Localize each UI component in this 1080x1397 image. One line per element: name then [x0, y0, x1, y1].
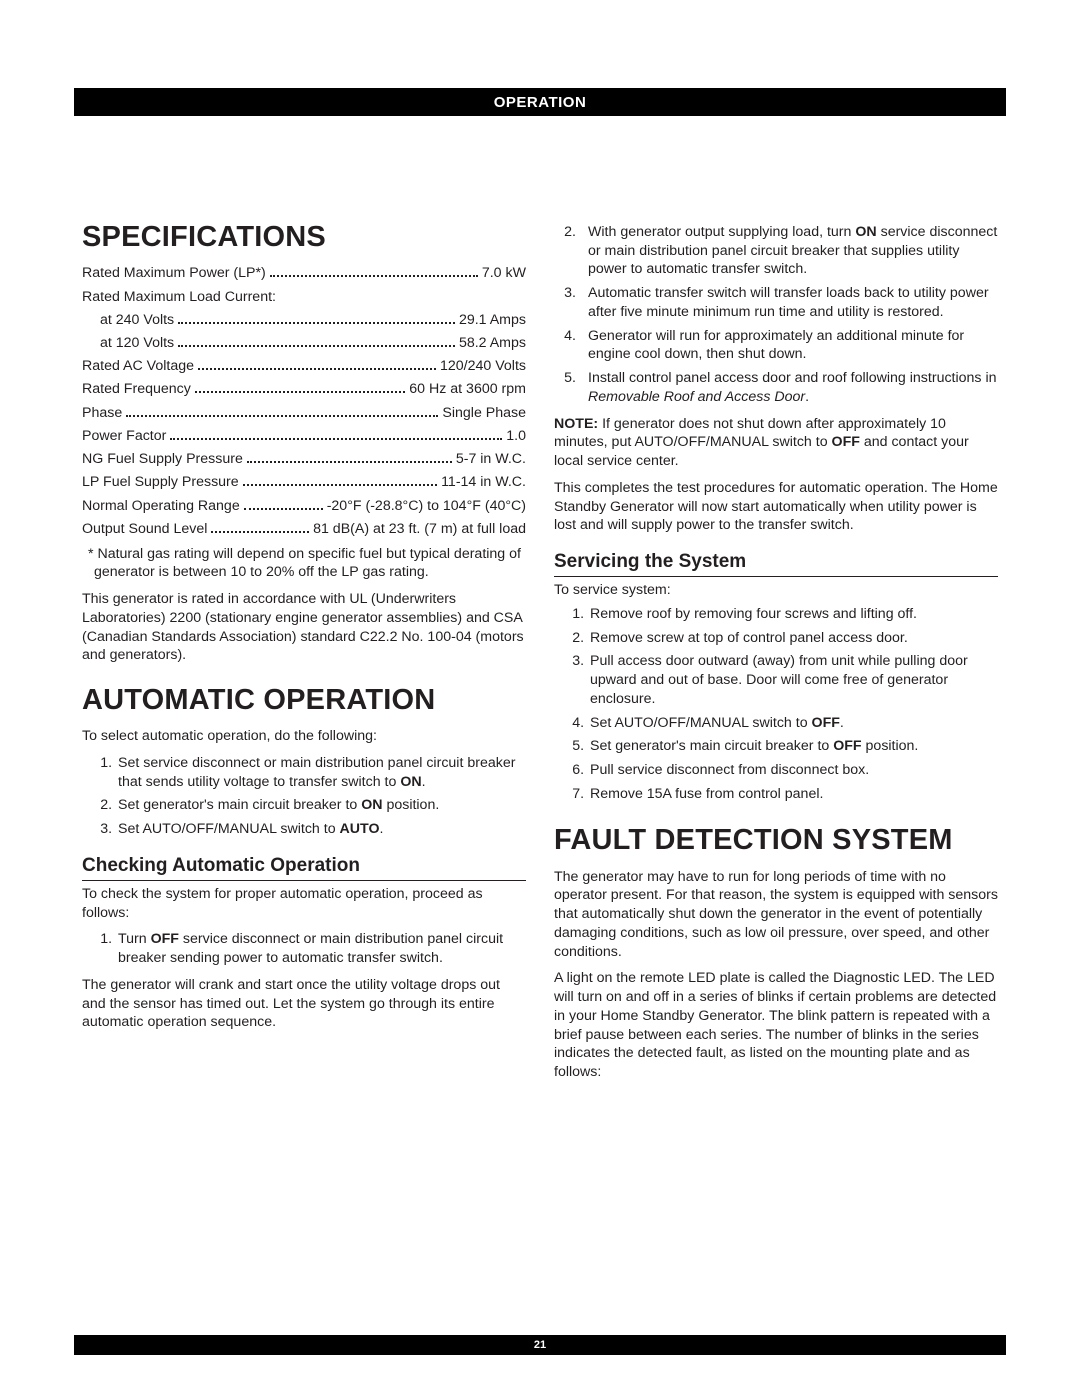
list-item: 3.Automatic transfer switch will transfe…	[554, 284, 998, 321]
note-paragraph: NOTE: If generator does not shut down af…	[554, 415, 998, 471]
spec-value: 7.0 kW	[482, 264, 526, 283]
list-item: Pull service disconnect from disconnect …	[588, 761, 998, 780]
servicing-heading: Servicing the System	[554, 549, 998, 577]
spec-label: Rated Frequency	[82, 380, 191, 399]
servicing-steps: Remove roof by removing four screws and …	[554, 605, 998, 804]
spec-row: Output Sound Level 81 dB(A) at 23 ft. (7 …	[82, 520, 526, 539]
spec-value: 29.1 Amps	[459, 311, 526, 330]
spec-row: Phase Single Phase	[82, 404, 526, 423]
spec-label: at 120 Volts	[100, 334, 174, 353]
spec-row: Rated Maximum Power (LP*) 7.0 kW	[82, 264, 526, 283]
check-auto-steps: Turn OFF service disconnect or main dist…	[82, 930, 526, 967]
closing-paragraph: This completes the test procedures for a…	[554, 479, 998, 535]
auto-op-heading: AUTOMATIC OPERATION	[82, 681, 526, 719]
list-item: Set AUTO/OFF/MANUAL switch to AUTO.	[116, 820, 526, 839]
spec-row: NG Fuel Supply Pressure 5-7 in W.C.	[82, 450, 526, 469]
dot-leader	[170, 438, 502, 440]
spec-list-load: at 240 Volts 29.1 Amps at 120 Volts 58.2 Am…	[82, 311, 526, 353]
spec-value: 120/240 Volts	[440, 357, 526, 376]
header-title: OPERATION	[494, 94, 587, 111]
spec-label: Normal Operating Range	[82, 497, 240, 516]
header-bar: OPERATION	[74, 88, 1006, 116]
auto-op-intro: To select automatic operation, do the fo…	[82, 727, 526, 746]
page-number: 21	[534, 1339, 546, 1351]
list-item: Remove roof by removing four screws and …	[588, 605, 998, 624]
footer-bar: 21	[74, 1335, 1006, 1355]
spec-label: Output Sound Level	[82, 520, 207, 539]
spec-compliance: This generator is rated in accordance wi…	[82, 590, 526, 665]
right-column: 2.With generator output supplying load, …	[554, 218, 998, 1313]
list-item: 5.Install control panel access door and …	[554, 369, 998, 406]
spec-row: Rated Frequency 60 Hz at 3600 rpm	[82, 380, 526, 399]
spec-label: at 240 Volts	[100, 311, 174, 330]
spec-list-more: Rated AC Voltage 120/240 Volts Rated Frequ…	[82, 357, 526, 538]
dot-leader	[198, 368, 436, 370]
spec-value: 5-7 in W.C.	[456, 450, 526, 469]
list-item: Set generator's main circuit breaker to …	[116, 796, 526, 815]
spec-list-top: Rated Maximum Power (LP*) 7.0 kW	[82, 264, 526, 283]
specifications-heading: SPECIFICATIONS	[82, 218, 526, 256]
spec-value: 60 Hz at 3600 rpm	[409, 380, 526, 399]
dot-leader	[195, 391, 405, 393]
spec-label: Rated Maximum Power (LP*)	[82, 264, 266, 283]
page: OPERATION SPECIFICATIONS Rated Maximum P…	[0, 0, 1080, 1397]
servicing-intro: To service system:	[554, 581, 998, 600]
spec-label: NG Fuel Supply Pressure	[82, 450, 243, 469]
spec-value: 81 dB(A) at 23 ft. (7 m) at full load	[313, 520, 526, 539]
fault-p2: A light on the remote LED plate is calle…	[554, 969, 998, 1081]
spec-row: LP Fuel Supply Pressure 11-14 in W.C.	[82, 473, 526, 492]
spec-value: Single Phase	[442, 404, 526, 423]
list-item: Set AUTO/OFF/MANUAL switch to OFF.	[588, 714, 998, 733]
fault-heading: FAULT DETECTION SYSTEM	[554, 821, 998, 859]
spec-label: Rated AC Voltage	[82, 357, 194, 376]
check-auto-heading: Checking Automatic Operation	[82, 853, 526, 881]
check-auto-steps-continued: 2.With generator output supplying load, …	[554, 223, 998, 407]
auto-op-steps: Set service disconnect or main distribut…	[82, 754, 526, 839]
list-item: 4.Generator will run for approximately a…	[554, 327, 998, 364]
check-auto-para: The generator will crank and start once …	[82, 976, 526, 1032]
list-item: Remove screw at top of control panel acc…	[588, 629, 998, 648]
dot-leader	[178, 322, 455, 324]
list-item: 2.With generator output supplying load, …	[554, 223, 998, 279]
dot-leader	[244, 508, 323, 510]
spec-row: Rated AC Voltage 120/240 Volts	[82, 357, 526, 376]
dot-leader	[247, 461, 452, 463]
spec-load-current-header: Rated Maximum Load Current:	[82, 288, 526, 307]
spec-row: at 120 Volts 58.2 Amps	[82, 334, 526, 353]
spec-footnote: * Natural gas rating will depend on spec…	[88, 545, 526, 582]
dot-leader	[243, 484, 437, 486]
spec-label: Power Factor	[82, 427, 166, 446]
fault-p1: The generator may have to run for long p…	[554, 868, 998, 962]
spec-value: 58.2 Amps	[459, 334, 526, 353]
spec-value: 1.0	[506, 427, 526, 446]
spec-label: Phase	[82, 404, 122, 423]
list-item: Set generator's main circuit breaker to …	[588, 737, 998, 756]
spec-value: 11-14 in W.C.	[441, 473, 526, 492]
spec-label: LP Fuel Supply Pressure	[82, 473, 239, 492]
spec-row: Power Factor 1.0	[82, 427, 526, 446]
check-auto-intro: To check the system for proper automatic…	[82, 885, 526, 922]
list-item: Set service disconnect or main distribut…	[116, 754, 526, 791]
spec-row: Normal Operating Range -20°F (-28.8°C) to…	[82, 497, 526, 516]
list-item: Pull access door outward (away) from uni…	[588, 652, 998, 708]
list-item: Turn OFF service disconnect or main dist…	[116, 930, 526, 967]
spec-value: -20°F (-28.8°C) to 104°F (40°C)	[327, 497, 526, 516]
dot-leader	[211, 531, 309, 533]
list-item: Remove 15A fuse from control panel.	[588, 785, 998, 804]
content-columns: SPECIFICATIONS Rated Maximum Power (LP*)…	[82, 218, 998, 1313]
dot-leader	[126, 415, 438, 417]
dot-leader	[270, 275, 478, 277]
spec-row: at 240 Volts 29.1 Amps	[82, 311, 526, 330]
dot-leader	[178, 345, 455, 347]
left-column: SPECIFICATIONS Rated Maximum Power (LP*)…	[82, 218, 526, 1313]
